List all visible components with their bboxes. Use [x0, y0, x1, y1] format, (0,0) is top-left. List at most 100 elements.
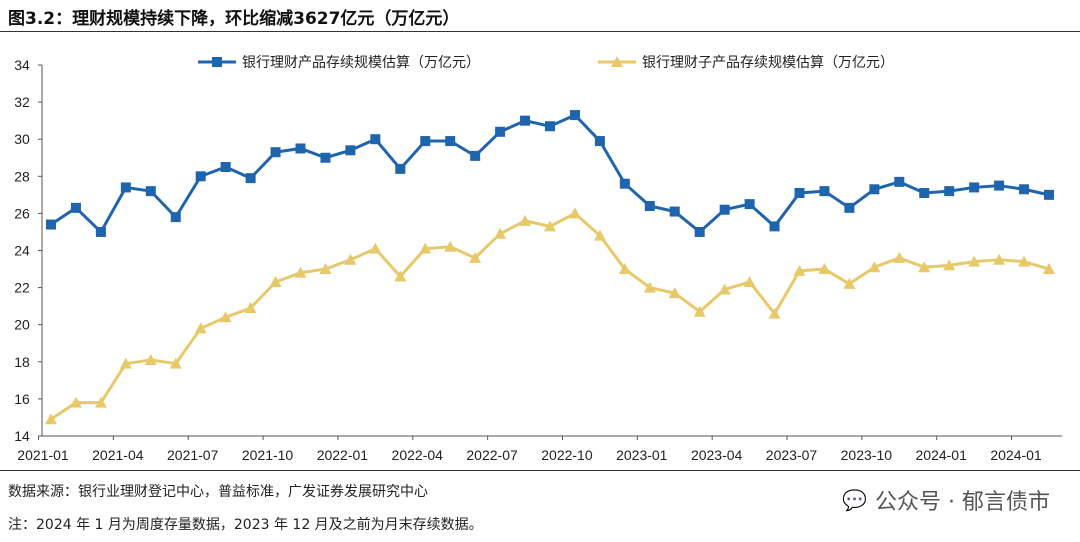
legend-label: 银行理财子产品存续规模估算（万亿元） — [642, 54, 894, 70]
x-tick-label: 2021-10 — [242, 447, 294, 463]
data-point — [494, 227, 507, 239]
watermark: 💬 公众号 · 郁言债市 — [842, 484, 1050, 516]
data-point — [294, 266, 307, 278]
data-point — [611, 56, 623, 67]
data-point — [894, 176, 905, 187]
data-point — [968, 255, 981, 267]
data-point — [769, 221, 780, 232]
data-point — [868, 261, 881, 273]
data-point — [95, 226, 106, 237]
data-point — [643, 281, 656, 293]
data-point — [793, 264, 806, 276]
x-tick-label: 2022-04 — [392, 447, 444, 463]
y-tick-label: 24 — [14, 243, 30, 259]
data-point — [295, 143, 306, 154]
x-tick-label: 2024-01 — [990, 447, 1042, 463]
data-point — [420, 136, 431, 147]
data-point — [170, 212, 181, 223]
x-tick-label: 2021-01 — [17, 447, 69, 463]
data-point — [693, 305, 706, 317]
data-point — [869, 184, 880, 195]
data-point — [569, 110, 580, 121]
data-point — [270, 147, 281, 158]
data-point — [919, 187, 930, 198]
data-point — [519, 214, 532, 226]
data-point — [245, 173, 256, 184]
data-point — [619, 178, 630, 189]
x-tick-label: 2022-07 — [466, 447, 518, 463]
data-point — [994, 180, 1005, 191]
data-point — [943, 259, 956, 271]
y-tick-label: 32 — [14, 94, 30, 110]
series-1 — [46, 110, 1054, 237]
data-point — [319, 263, 332, 275]
data-point — [370, 134, 381, 145]
chart-title: 图3.2：理财规模持续下降，环比缩减3627亿元（万亿元） — [8, 9, 460, 29]
data-point — [219, 311, 232, 323]
data-point — [46, 219, 56, 230]
x-tick-label: 2024-01 — [916, 447, 968, 463]
data-point — [344, 253, 357, 265]
y-tick-label: 16 — [14, 391, 30, 407]
watermark-text: 公众号 · 郁言债市 — [875, 490, 1050, 515]
data-point — [195, 171, 206, 182]
data-point — [394, 270, 407, 282]
series-line — [50, 211, 1050, 421]
data-point — [70, 202, 81, 213]
data-point — [918, 261, 931, 273]
data-point — [719, 204, 730, 215]
data-point — [1043, 263, 1055, 275]
y-tick-label: 28 — [14, 168, 30, 184]
data-point — [669, 206, 680, 217]
y-tick-label: 34 — [14, 57, 30, 73]
data-point — [644, 200, 655, 211]
x-tick-label: 2021-04 — [92, 447, 144, 463]
data-point — [544, 220, 556, 232]
y-tick-label: 26 — [14, 205, 30, 221]
data-point — [1019, 184, 1030, 195]
x-tick-label: 2022-01 — [317, 447, 369, 463]
data-point — [944, 186, 955, 197]
data-point — [568, 207, 581, 219]
data-point — [120, 182, 131, 193]
data-point — [594, 136, 605, 147]
data-point — [445, 136, 456, 147]
data-point — [345, 145, 356, 156]
data-point — [69, 396, 82, 408]
data-point — [819, 186, 830, 197]
data-point — [244, 302, 257, 314]
line-chart: 银行理财产品存续规模估算（万亿元） 银行理财子产品存续规模估算（万亿元） 14 16… — [14, 54, 1062, 463]
data-point — [469, 251, 482, 263]
data-point — [593, 229, 606, 241]
title-divider — [0, 31, 1080, 32]
legend-label: 银行理财产品存续规模估算（万亿元） — [242, 54, 480, 70]
data-point — [212, 57, 222, 67]
data-point — [818, 263, 831, 275]
x-tick-label: 2022-10 — [541, 447, 593, 463]
x-tick-label: 2021-07 — [167, 447, 219, 463]
y-tick-label: 30 — [14, 131, 30, 147]
data-point — [395, 163, 406, 174]
y-tick-label: 22 — [14, 280, 30, 296]
data-point — [1044, 189, 1054, 200]
data-point — [694, 226, 705, 237]
wechat-icon: 💬 — [842, 488, 868, 512]
data-point — [744, 199, 755, 210]
data-point — [419, 242, 432, 254]
data-point — [794, 187, 805, 198]
y-tick-label: 18 — [14, 354, 30, 370]
data-point — [969, 182, 980, 193]
data-point — [94, 396, 107, 408]
data-point — [993, 253, 1006, 265]
data-point — [369, 242, 382, 254]
data-point — [520, 115, 531, 126]
note-text: 注：2024 年 1 月为周度存量数据，2023 年 12 月及之前为月末存续数… — [8, 517, 483, 533]
legend: 银行理财产品存续规模估算（万亿元） 银行理财子产品存续规模估算（万亿元） — [198, 54, 894, 70]
data-point — [718, 283, 731, 295]
data-point — [269, 276, 282, 288]
data-point — [893, 251, 906, 263]
data-point — [144, 353, 157, 365]
data-point — [618, 263, 631, 275]
series-2 — [45, 207, 1055, 425]
data-point — [320, 152, 331, 163]
